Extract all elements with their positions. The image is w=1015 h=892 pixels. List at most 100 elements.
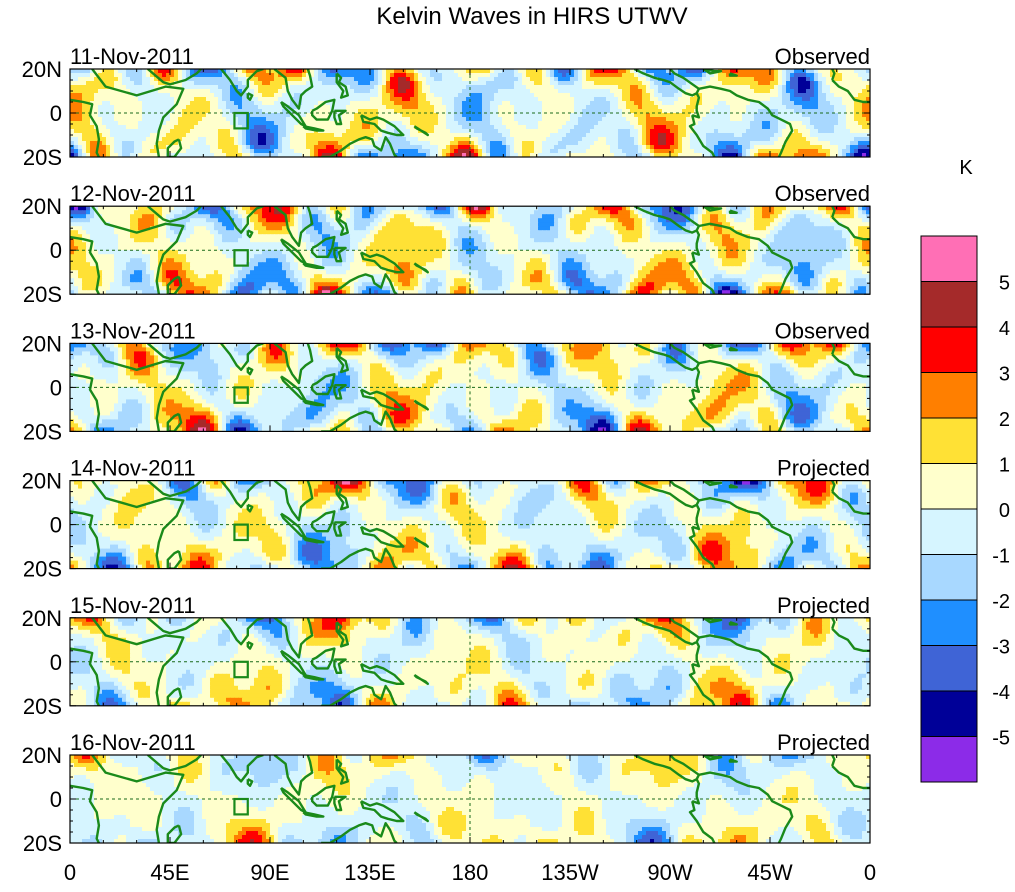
heat-cell xyxy=(74,149,79,154)
heat-cell xyxy=(750,137,755,142)
heat-cell xyxy=(190,101,195,106)
heat-cell xyxy=(354,77,359,82)
heat-cell xyxy=(810,105,815,110)
heat-cell xyxy=(138,97,143,102)
heat-cell xyxy=(122,101,127,106)
heat-cell xyxy=(570,117,575,122)
heat-cell xyxy=(418,81,423,86)
heat-cell xyxy=(694,125,699,130)
heat-cell xyxy=(442,206,447,211)
heat-cell xyxy=(282,113,287,118)
heat-cell xyxy=(722,117,727,122)
heat-cell xyxy=(810,101,815,106)
heat-cell xyxy=(662,210,667,215)
heat-cell xyxy=(606,93,611,98)
heat-cell xyxy=(238,69,243,74)
heat-cell xyxy=(202,89,207,94)
heat-cell xyxy=(770,69,775,74)
heat-cell xyxy=(186,105,191,110)
heat-cell xyxy=(406,113,411,118)
heat-cell xyxy=(190,133,195,138)
heat-cell xyxy=(618,101,623,106)
heat-cell xyxy=(678,105,683,110)
heat-cell xyxy=(438,117,443,122)
heat-cell xyxy=(674,129,679,134)
heat-cell xyxy=(406,105,411,110)
heat-cell xyxy=(594,97,599,102)
heat-cell xyxy=(166,129,171,134)
heat-cell xyxy=(542,206,547,211)
heat-cell xyxy=(442,73,447,78)
heat-cell xyxy=(290,214,295,219)
heat-cell xyxy=(446,133,451,138)
heat-cell xyxy=(462,105,467,110)
heat-cell xyxy=(638,101,643,106)
heat-cell xyxy=(314,77,319,82)
heat-cell xyxy=(738,117,743,122)
heat-cell xyxy=(86,210,91,215)
heat-cell xyxy=(726,105,731,110)
heat-cell xyxy=(102,105,107,110)
heat-cell xyxy=(710,97,715,102)
heat-cell xyxy=(194,113,199,118)
heat-cell xyxy=(522,105,527,110)
heat-cell xyxy=(810,93,815,98)
heat-cell xyxy=(270,97,275,102)
heat-cell xyxy=(706,93,711,98)
heat-cell xyxy=(218,141,223,146)
heat-cell xyxy=(258,129,263,134)
heat-cell xyxy=(578,210,583,215)
heat-cell xyxy=(114,117,119,122)
heat-cell xyxy=(378,77,383,82)
heat-cell xyxy=(654,129,659,134)
heat-cell xyxy=(434,129,439,134)
heat-cell xyxy=(398,149,403,154)
heat-cell xyxy=(214,137,219,142)
heat-cell xyxy=(242,101,247,106)
heat-cell xyxy=(514,113,519,118)
heat-cell xyxy=(726,206,731,211)
heat-cell xyxy=(330,121,335,126)
heat-cell xyxy=(538,206,543,211)
heat-cell xyxy=(594,137,599,142)
heat-cell xyxy=(530,133,535,138)
heat-cell xyxy=(350,69,355,74)
heat-cell xyxy=(830,89,835,94)
heat-cell xyxy=(366,89,371,94)
heat-cell xyxy=(302,133,307,138)
heat-cell xyxy=(514,105,519,110)
heat-cell xyxy=(246,105,251,110)
heat-cell xyxy=(314,145,319,150)
heat-cell xyxy=(122,145,127,150)
heat-cell xyxy=(114,206,119,211)
heat-cell xyxy=(118,141,123,146)
heat-cell xyxy=(194,105,199,110)
heat-cell xyxy=(778,141,783,146)
heat-cell xyxy=(562,73,567,78)
heat-cell xyxy=(222,137,227,142)
heat-cell xyxy=(78,117,83,122)
heat-cell xyxy=(190,69,195,74)
heat-cell xyxy=(602,133,607,138)
heat-cell xyxy=(610,69,615,74)
heat-cell xyxy=(650,85,655,90)
heat-cell xyxy=(702,117,707,122)
heat-cell xyxy=(98,101,103,106)
heat-cell xyxy=(122,113,127,118)
heat-cell xyxy=(434,101,439,106)
heat-cell xyxy=(770,85,775,90)
heat-cell xyxy=(230,89,235,94)
heat-cell xyxy=(190,81,195,86)
heat-cell xyxy=(822,206,827,211)
heat-cell xyxy=(358,81,363,86)
heat-cell xyxy=(426,125,431,130)
heat-cell xyxy=(770,145,775,150)
heat-cell xyxy=(714,97,719,102)
heat-cell xyxy=(406,121,411,126)
heat-cell xyxy=(810,81,815,86)
heat-cell xyxy=(98,206,103,211)
heat-cell xyxy=(410,97,415,102)
heat-cell xyxy=(322,141,327,146)
heat-cell xyxy=(542,81,547,86)
heat-cell xyxy=(782,85,787,90)
